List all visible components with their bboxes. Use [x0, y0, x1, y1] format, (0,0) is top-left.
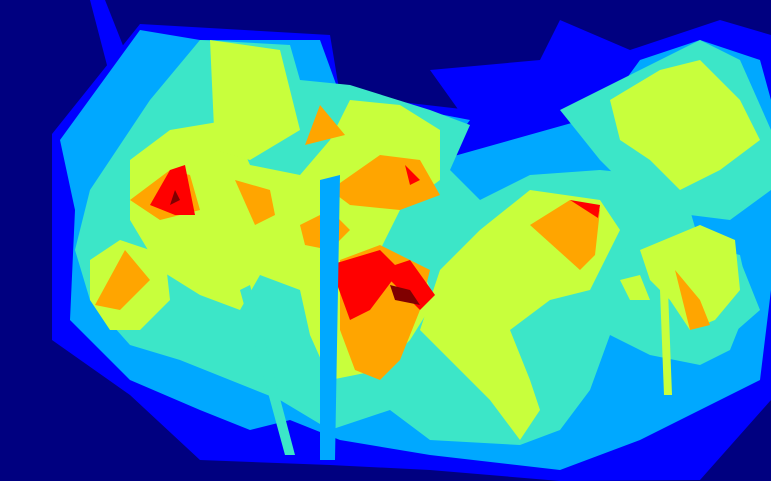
polygon — [675, 270, 710, 330]
polygon — [210, 40, 300, 160]
polygon — [95, 250, 150, 310]
polygon — [660, 290, 672, 395]
level-7-layer — [170, 190, 420, 305]
polygon — [150, 165, 195, 215]
polygon — [640, 225, 740, 330]
polygon — [570, 200, 600, 218]
polygon — [530, 200, 600, 270]
polygon — [390, 285, 420, 305]
polygon — [620, 275, 650, 300]
shards-layer — [240, 175, 672, 460]
polygon — [320, 175, 340, 460]
polygon — [610, 60, 760, 190]
polygon — [305, 105, 345, 145]
level-6-layer — [150, 165, 600, 320]
polygon — [330, 250, 400, 320]
polygon — [330, 155, 440, 210]
polygon — [405, 165, 420, 185]
polygon — [240, 285, 295, 455]
polygon — [235, 180, 275, 225]
polygon — [380, 260, 435, 310]
polygon — [170, 190, 180, 205]
